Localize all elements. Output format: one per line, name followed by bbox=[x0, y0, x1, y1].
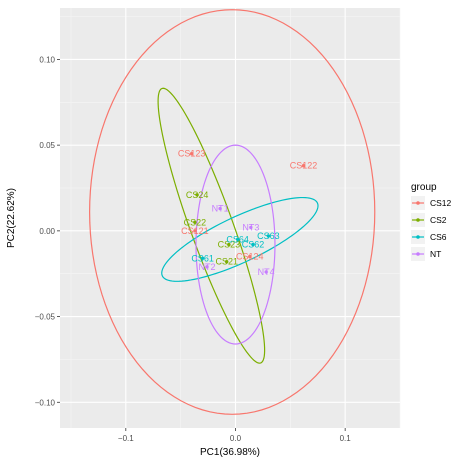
label-nt1: NT1 bbox=[212, 204, 229, 214]
ellipse-cs12 bbox=[89, 9, 376, 415]
y-tick-label: −0.10 bbox=[35, 398, 56, 407]
legend-key-point bbox=[416, 201, 420, 205]
point-cs24 bbox=[195, 193, 199, 197]
label-nt3: NT3 bbox=[242, 222, 259, 232]
label-cs21: CS21 bbox=[215, 257, 238, 267]
legend-key-point bbox=[416, 252, 420, 256]
point-nt3 bbox=[249, 225, 253, 230]
ellipse-cs6 bbox=[161, 196, 319, 282]
label-nt2: NT2 bbox=[198, 262, 215, 272]
label-cs124: CS124 bbox=[236, 252, 264, 262]
legend-item-cs2: CS2 bbox=[411, 213, 447, 227]
point-nt1 bbox=[218, 206, 222, 211]
y-tick-label: −0.05 bbox=[35, 313, 56, 322]
plot-panel bbox=[60, 8, 400, 428]
label-cs123: CS123 bbox=[178, 149, 206, 159]
legend-title: group bbox=[411, 182, 437, 193]
point-nt2 bbox=[205, 265, 209, 269]
point-cs122 bbox=[301, 164, 306, 168]
ellipse-nt bbox=[195, 144, 276, 345]
legend-label: CS2 bbox=[430, 215, 447, 225]
legend-item-cs6: CS6 bbox=[411, 230, 447, 244]
point-cs63 bbox=[266, 234, 271, 238]
ellipse-cs2 bbox=[157, 87, 266, 364]
legend-label: NT bbox=[430, 249, 441, 259]
point-cs61 bbox=[200, 256, 205, 260]
x-tick-label: −0.1 bbox=[118, 434, 134, 443]
point-nt4 bbox=[264, 270, 268, 274]
legend-label: CS12 bbox=[430, 198, 452, 208]
point-layer bbox=[189, 152, 306, 274]
y-tick-label: 0.00 bbox=[39, 227, 55, 236]
legend-item-cs12: CS12 bbox=[411, 196, 452, 210]
point-cs121 bbox=[193, 229, 197, 233]
point-cs124 bbox=[248, 254, 252, 259]
label-cs62: CS62 bbox=[242, 240, 265, 250]
ellipse-layer bbox=[89, 9, 376, 415]
legend-key-point bbox=[416, 235, 420, 239]
x-tick-label: 0.1 bbox=[340, 434, 352, 443]
legend-item-nt: NT bbox=[411, 247, 441, 261]
legend-items: CS12 CS2 CS6 NT bbox=[411, 196, 452, 261]
legend: group CS12 CS2 CS6 NT bbox=[411, 182, 452, 261]
point-cs62 bbox=[251, 242, 255, 247]
x-axis-title: PC1(36.98%) bbox=[200, 447, 260, 458]
point-cs123 bbox=[189, 152, 194, 156]
label-cs122: CS122 bbox=[290, 161, 318, 171]
point-cs21 bbox=[225, 260, 229, 264]
y-tick-label: 0.10 bbox=[39, 55, 55, 64]
label-layer: CS122 CS123 CS121 CS124 CS24 CS22 CS23 CS21 CS63… bbox=[178, 149, 317, 277]
label-cs61: CS61 bbox=[191, 253, 214, 263]
legend-key-point bbox=[416, 218, 420, 222]
label-nt4: NT4 bbox=[258, 267, 275, 277]
point-cs64 bbox=[235, 237, 240, 242]
point-cs22 bbox=[193, 220, 197, 224]
y-tick-label: 0.05 bbox=[39, 141, 55, 150]
label-cs63: CS63 bbox=[257, 231, 280, 241]
axis-layer: −0.1 0.0 0.1 −0.10 −0.05 0.00 0.05 0.10 bbox=[35, 55, 352, 443]
label-cs24: CS24 bbox=[186, 190, 209, 200]
grid-lines bbox=[60, 8, 401, 428]
point-cs23 bbox=[227, 242, 231, 247]
x-tick-label: 0.0 bbox=[230, 434, 242, 443]
label-cs22: CS22 bbox=[184, 217, 207, 227]
label-cs23: CS23 bbox=[218, 240, 241, 250]
label-cs121: CS121 bbox=[181, 226, 209, 236]
label-cs64: CS64 bbox=[226, 234, 249, 244]
y-axis-title: PC2(22.62%) bbox=[6, 188, 17, 248]
legend-label: CS6 bbox=[430, 232, 447, 242]
